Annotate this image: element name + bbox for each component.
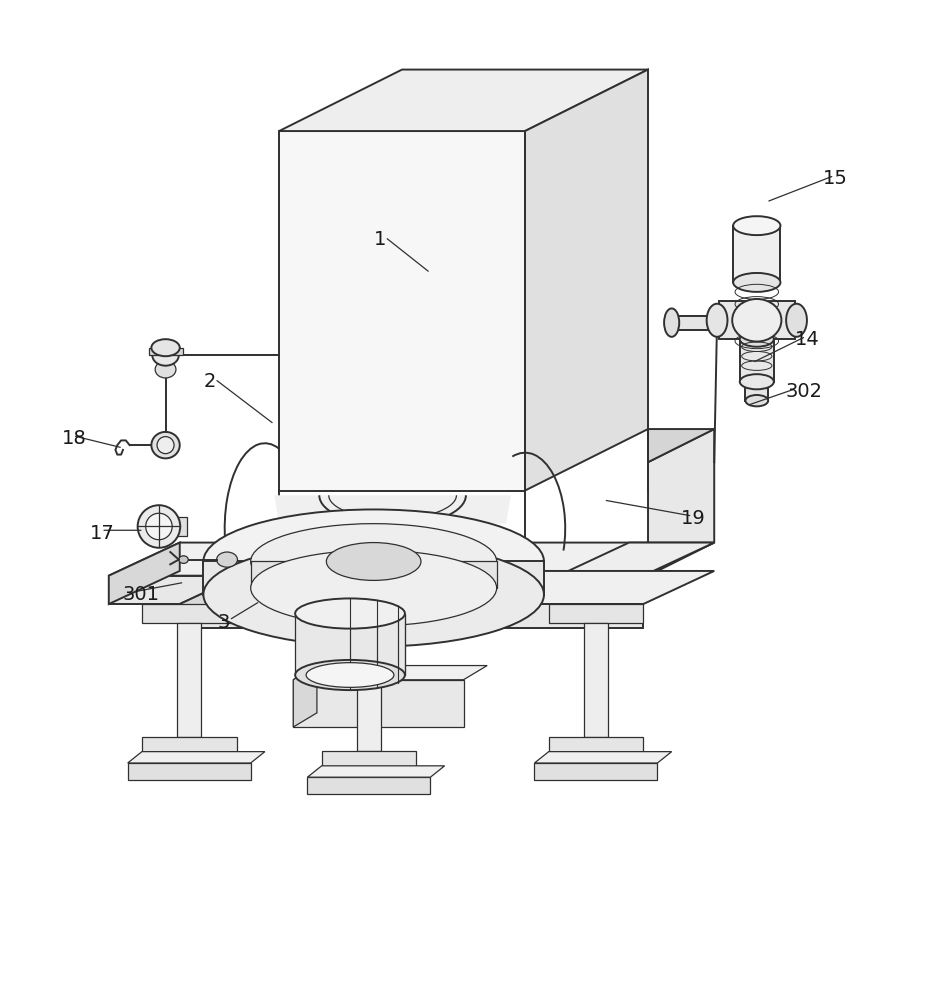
- Polygon shape: [295, 614, 405, 675]
- Polygon shape: [549, 604, 643, 623]
- Ellipse shape: [251, 524, 497, 599]
- Ellipse shape: [707, 304, 727, 337]
- Polygon shape: [109, 543, 714, 576]
- Polygon shape: [322, 604, 416, 623]
- Polygon shape: [142, 736, 236, 755]
- Ellipse shape: [217, 552, 237, 567]
- Ellipse shape: [151, 339, 180, 356]
- Ellipse shape: [740, 374, 774, 389]
- Text: 14: 14: [795, 330, 819, 349]
- Polygon shape: [740, 339, 774, 382]
- Ellipse shape: [251, 550, 497, 626]
- Polygon shape: [251, 561, 497, 588]
- Ellipse shape: [326, 543, 421, 580]
- Ellipse shape: [155, 361, 176, 378]
- Polygon shape: [180, 604, 643, 628]
- Polygon shape: [525, 70, 648, 491]
- Ellipse shape: [203, 543, 544, 647]
- Ellipse shape: [203, 509, 544, 614]
- Ellipse shape: [664, 308, 679, 337]
- Polygon shape: [274, 495, 511, 524]
- Polygon shape: [293, 666, 487, 680]
- Text: 15: 15: [823, 169, 848, 188]
- Polygon shape: [203, 561, 544, 595]
- Polygon shape: [648, 429, 714, 462]
- Polygon shape: [149, 348, 183, 355]
- Ellipse shape: [295, 660, 405, 690]
- Polygon shape: [293, 680, 464, 727]
- Polygon shape: [109, 576, 643, 604]
- Polygon shape: [733, 226, 780, 282]
- Text: 18: 18: [61, 429, 86, 448]
- Polygon shape: [293, 666, 317, 727]
- Polygon shape: [745, 382, 768, 401]
- Text: 302: 302: [785, 382, 822, 401]
- Ellipse shape: [740, 332, 774, 347]
- Text: 19: 19: [681, 509, 706, 528]
- Ellipse shape: [152, 345, 179, 366]
- Text: 301: 301: [123, 585, 160, 604]
- Polygon shape: [180, 571, 251, 628]
- Polygon shape: [168, 517, 187, 536]
- Polygon shape: [109, 543, 180, 604]
- Polygon shape: [534, 752, 672, 763]
- Ellipse shape: [157, 437, 174, 454]
- Polygon shape: [178, 623, 201, 736]
- Polygon shape: [549, 736, 643, 755]
- Ellipse shape: [733, 273, 780, 292]
- Polygon shape: [672, 316, 719, 330]
- Polygon shape: [279, 131, 525, 491]
- Ellipse shape: [146, 513, 172, 540]
- Text: 2: 2: [203, 372, 216, 391]
- Ellipse shape: [745, 395, 768, 406]
- Ellipse shape: [732, 299, 781, 342]
- Polygon shape: [719, 301, 795, 339]
- Ellipse shape: [295, 598, 405, 629]
- Text: 3: 3: [218, 613, 230, 632]
- Polygon shape: [128, 752, 265, 763]
- Polygon shape: [648, 429, 714, 576]
- Ellipse shape: [138, 505, 180, 548]
- Ellipse shape: [733, 216, 780, 235]
- Polygon shape: [558, 543, 714, 576]
- Polygon shape: [180, 571, 714, 604]
- Ellipse shape: [179, 556, 188, 563]
- Polygon shape: [358, 623, 380, 751]
- Polygon shape: [534, 763, 657, 780]
- Polygon shape: [584, 623, 607, 736]
- Text: 1: 1: [374, 230, 386, 249]
- Polygon shape: [307, 777, 430, 794]
- Polygon shape: [128, 763, 251, 780]
- Polygon shape: [279, 70, 648, 131]
- Polygon shape: [142, 604, 236, 623]
- Text: 17: 17: [90, 524, 114, 543]
- Ellipse shape: [151, 432, 180, 458]
- Polygon shape: [322, 751, 416, 770]
- Ellipse shape: [786, 304, 807, 337]
- Ellipse shape: [307, 663, 394, 687]
- Polygon shape: [307, 766, 445, 777]
